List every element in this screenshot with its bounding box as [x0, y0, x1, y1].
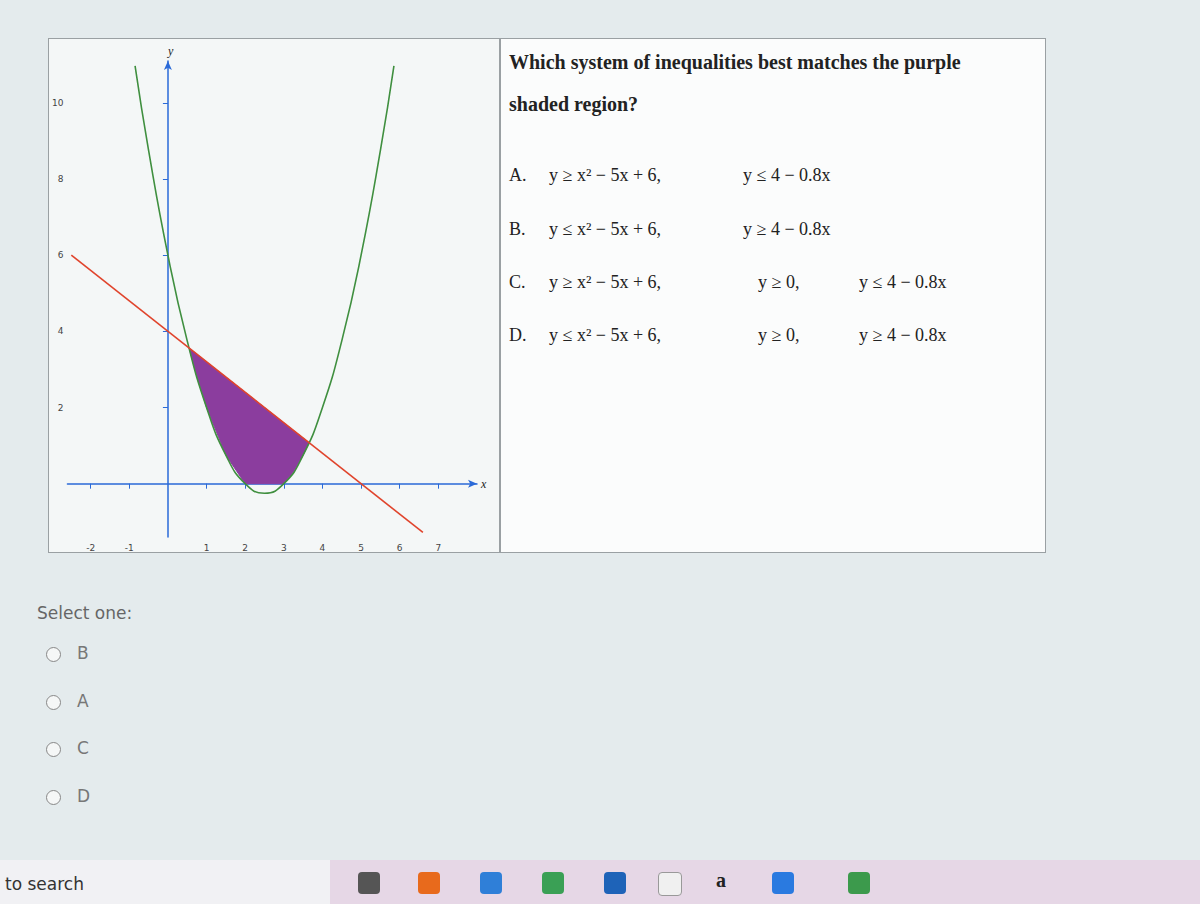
html-text:Which system of inequalities b: Which system of inequalities best matche…	[509, 51, 961, 115]
html-text:A: A	[77, 691, 89, 711]
html-text:B: B	[77, 643, 89, 663]
html-text:y ≥ 0,: y ≥ 0,	[758, 272, 800, 292]
html-text:y ≤ x² − 5x + 6,: y ≤ x² − 5x + 6,	[549, 325, 662, 345]
svg-text:3: 3	[281, 543, 287, 553]
html-text:y ≤ 4 − 0.8x: y ≤ 4 − 0.8x	[743, 165, 831, 185]
html-text:to search: to search	[5, 874, 84, 894]
svg-text:5: 5	[358, 543, 364, 553]
html-text:Select one:: Select one:	[37, 603, 133, 623]
svg-text:2: 2	[58, 403, 64, 413]
svg-text:10: 10	[52, 98, 64, 108]
html-text:A.: A.	[509, 165, 527, 185]
html-text:y ≤ x² − 5x + 6,: y ≤ x² − 5x + 6,	[549, 219, 662, 239]
html-text:D: D	[77, 786, 91, 806]
html-text:C.: C.	[509, 272, 526, 292]
svg-text:4: 4	[320, 543, 326, 553]
html-text:B.: B.	[509, 219, 526, 239]
html-text:y ≥ 0,: y ≥ 0,	[758, 325, 800, 345]
svg-text:8: 8	[58, 174, 64, 184]
svg-text:-1: -1	[125, 543, 134, 553]
html-text:y ≥ x² − 5x + 6,: y ≥ x² − 5x + 6,	[549, 165, 662, 185]
svg-text:x: x	[480, 477, 487, 491]
svg-text:1: 1	[204, 543, 210, 553]
svg-text:7: 7	[435, 543, 441, 553]
svg-text:6: 6	[397, 543, 403, 553]
html-text:D.: D.	[509, 325, 527, 345]
html-text:y ≥ x² − 5x + 6,: y ≥ x² − 5x + 6,	[549, 272, 662, 292]
svg-text:-2: -2	[86, 543, 95, 553]
html-text:y ≤ 4 − 0.8x: y ≤ 4 − 0.8x	[859, 272, 947, 292]
html-text:y ≥ 4 − 0.8x: y ≥ 4 − 0.8x	[743, 219, 831, 239]
html-text:C: C	[77, 738, 89, 758]
svg-text:4: 4	[58, 326, 64, 336]
html-text:y ≥ 4 − 0.8x: y ≥ 4 − 0.8x	[859, 325, 947, 345]
svg-text:2: 2	[242, 543, 248, 553]
svg-text:y: y	[167, 44, 174, 58]
html-text:a: a	[716, 869, 726, 891]
svg-text:6: 6	[58, 250, 64, 260]
